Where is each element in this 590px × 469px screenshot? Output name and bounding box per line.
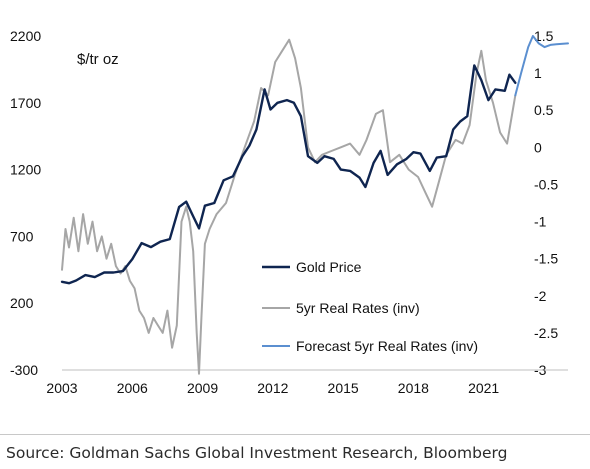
series-line-0 <box>60 64 517 285</box>
x-tick-label: 2015 <box>328 380 359 396</box>
x-tick-labels: 2003 2006 2009 2012 2015 2018 2021 <box>46 380 499 396</box>
unit-label: $/tr oz <box>77 51 119 68</box>
y-right-tick-label: 0 <box>534 139 542 155</box>
y-right-tick-label: 1 <box>534 65 542 81</box>
x-tick-label: 2006 <box>117 380 148 396</box>
x-tick-label: 2009 <box>187 380 218 396</box>
y-left-tick-labels: 2200 1700 1200 700 200 -300 <box>10 28 41 378</box>
x-tick-label: 2003 <box>46 380 77 396</box>
chart-svg: 2200 1700 1200 700 200 -300 1.5 1 0.5 0 -0.5 -1 -1.… <box>10 28 569 396</box>
y-left-tick-label: 700 <box>10 228 34 244</box>
legend-label: Forecast 5yr Real Rates (inv) <box>296 338 478 354</box>
y-right-tick-label: -2 <box>534 288 547 304</box>
y-right-tick-label: -2.5 <box>534 325 558 341</box>
series-group <box>60 35 569 375</box>
y-right-tick-label: 1.5 <box>534 28 554 44</box>
source-note: Source: Goldman Sachs Global Investment … <box>6 444 508 462</box>
series-line-1 <box>61 38 517 375</box>
y-left-tick-label: 1200 <box>10 162 41 178</box>
y-right-tick-labels: 1.510.50-0.5-1-1.5-2-2.5-3 <box>534 28 558 378</box>
y-right-tick-label: -0.5 <box>534 176 558 192</box>
y-left-tick-label: 1700 <box>10 95 41 111</box>
footer-divider <box>0 434 590 435</box>
legend-label: 5yr Real Rates (inv) <box>296 300 420 316</box>
y-left-tick-label: 2200 <box>10 28 41 44</box>
y-right-tick-label: -1 <box>534 214 547 230</box>
x-tick-label: 2012 <box>257 380 288 396</box>
legend: Gold Price 5yr Real Rates (inv) Forecast 5… <box>262 259 478 354</box>
y-left-tick-label: -300 <box>10 362 38 378</box>
y-right-tick-label: 0.5 <box>534 102 554 118</box>
x-tick-label: 2018 <box>398 380 429 396</box>
x-tick-label: 2021 <box>468 380 499 396</box>
series-line-2 <box>514 35 569 97</box>
legend-label: Gold Price <box>296 259 362 275</box>
y-right-tick-label: -1.5 <box>534 251 558 267</box>
y-left-tick-label: 200 <box>10 295 34 311</box>
